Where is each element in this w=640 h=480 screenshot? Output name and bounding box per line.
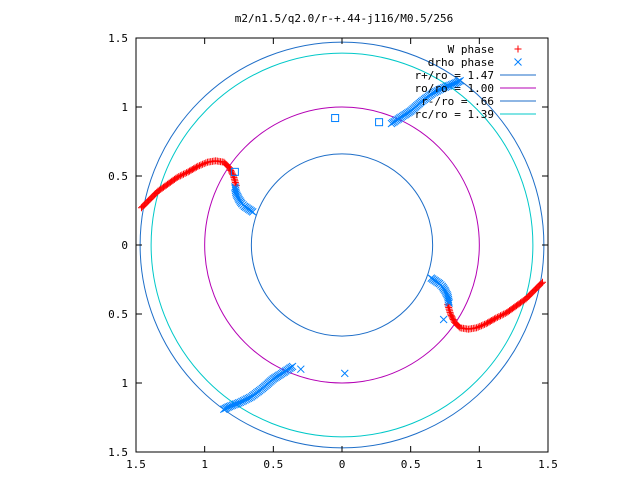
y-tick-label: 1 bbox=[121, 377, 128, 390]
data-point bbox=[197, 161, 205, 169]
x-tick-label: 0 bbox=[339, 458, 346, 471]
y-tick-label: 1 bbox=[121, 101, 128, 114]
x-tick-label: 0.5 bbox=[401, 458, 421, 471]
data-point bbox=[474, 323, 482, 331]
data-point bbox=[199, 160, 207, 168]
data-point bbox=[495, 313, 503, 321]
data-point bbox=[202, 159, 210, 167]
x-tick-label: 1 bbox=[201, 458, 208, 471]
data-point bbox=[481, 320, 489, 328]
x-tick-label: 0.5 bbox=[263, 458, 283, 471]
data-point bbox=[230, 167, 239, 176]
legend-label: r-/ro = .66 bbox=[421, 95, 494, 108]
data-point bbox=[340, 369, 349, 378]
data-point bbox=[477, 322, 485, 330]
data-point bbox=[439, 315, 448, 324]
data-point bbox=[231, 183, 239, 191]
data-point bbox=[504, 308, 512, 316]
data-point bbox=[195, 162, 203, 170]
data-point bbox=[493, 313, 501, 321]
data-point bbox=[175, 173, 183, 181]
data-point bbox=[231, 184, 240, 193]
data-point bbox=[482, 320, 490, 328]
data-series bbox=[137, 76, 547, 414]
circle-1 bbox=[204, 106, 480, 384]
data-point bbox=[183, 169, 191, 177]
data-point bbox=[497, 312, 505, 320]
series-1 bbox=[220, 76, 464, 414]
x-tick-label: 1 bbox=[476, 458, 483, 471]
data-point bbox=[445, 299, 453, 307]
legend-marker bbox=[514, 45, 522, 53]
circle-2 bbox=[250, 153, 434, 337]
legend-label: r+/ro = 1.47 bbox=[415, 69, 494, 82]
series-0 bbox=[137, 157, 547, 333]
data-point bbox=[503, 309, 511, 317]
legend-label: drho phase bbox=[428, 56, 494, 69]
y-tick-label: 0 bbox=[121, 239, 128, 252]
data-point bbox=[194, 162, 202, 170]
y-tick-label: 0.5 bbox=[108, 308, 128, 321]
data-point bbox=[484, 319, 492, 327]
data-point bbox=[479, 321, 487, 329]
data-point bbox=[220, 405, 228, 414]
data-point bbox=[500, 310, 508, 318]
y-tick-label: 1.5 bbox=[108, 32, 128, 45]
legend-marker bbox=[514, 58, 522, 66]
data-point bbox=[178, 171, 186, 179]
data-point bbox=[447, 311, 455, 319]
circle-3 bbox=[150, 52, 534, 438]
data-point bbox=[501, 309, 509, 317]
data-point bbox=[181, 169, 189, 177]
x-tick-label: 1.5 bbox=[538, 458, 558, 471]
data-point bbox=[176, 172, 184, 180]
chart-title: m2/n1.5/q2.0/r-+.44-j116/M0.5/256 bbox=[235, 12, 454, 25]
data-point bbox=[296, 365, 305, 374]
y-tick-label: 1.5 bbox=[108, 446, 128, 459]
data-point bbox=[172, 174, 180, 182]
legend-label: W phase bbox=[448, 43, 494, 56]
data-point bbox=[456, 76, 464, 85]
y-tick-label: 0.5 bbox=[108, 170, 128, 183]
data-point bbox=[476, 322, 484, 330]
legend-label: ro/ro = 1.00 bbox=[415, 82, 494, 95]
data-point bbox=[229, 171, 237, 179]
data-point bbox=[498, 311, 506, 319]
data-point bbox=[192, 163, 200, 171]
data-point bbox=[331, 114, 340, 123]
data-point bbox=[179, 170, 187, 178]
x-tick-label: 1.5 bbox=[126, 458, 146, 471]
data-point bbox=[444, 297, 453, 306]
data-point bbox=[173, 173, 181, 181]
axis-ticks: 1.5 1 0.5 0 0.5 1 1.51.510.500.511.5 bbox=[108, 32, 558, 471]
data-point bbox=[375, 118, 384, 127]
legend-label: rc/ro = 1.39 bbox=[415, 108, 494, 121]
series-2 bbox=[230, 114, 384, 176]
data-point bbox=[200, 160, 208, 168]
